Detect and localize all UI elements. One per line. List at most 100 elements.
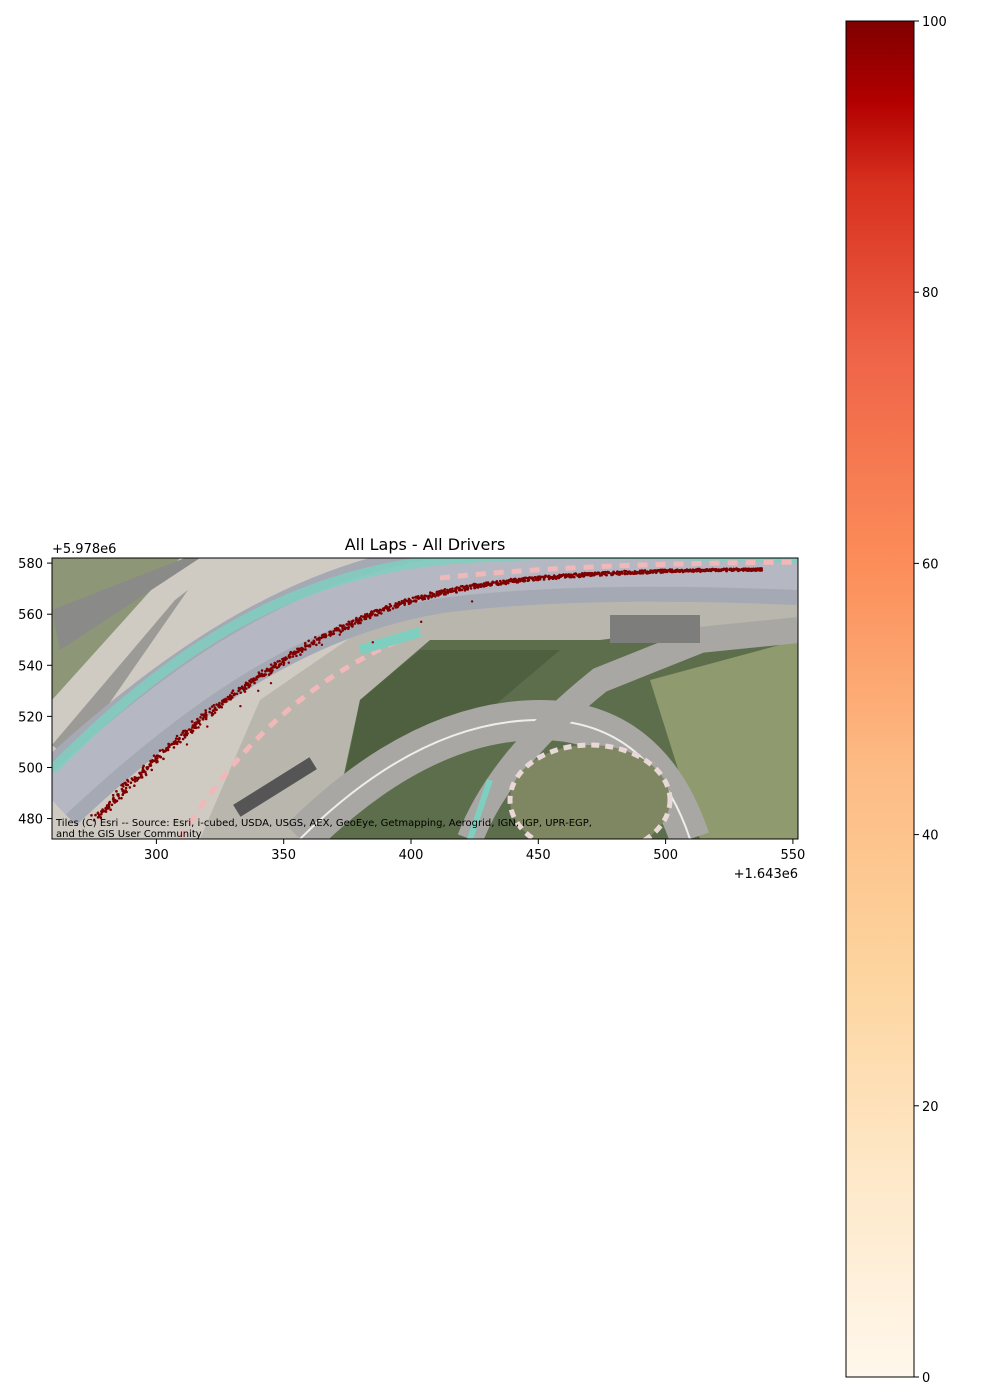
racing-line-point (155, 754, 159, 757)
racing-line-point (307, 639, 310, 643)
racing-line-point (317, 641, 321, 644)
racing-line-point (200, 713, 203, 716)
racing-line-point (600, 573, 603, 576)
racing-line-point (339, 630, 343, 634)
outlier-point (338, 633, 341, 636)
racing-line-point (533, 575, 537, 579)
x-axis: 300 350 400 450 500 550 (144, 839, 805, 863)
racing-line-point (191, 724, 195, 727)
racing-line-point (441, 591, 444, 594)
racing-line-point (123, 791, 127, 794)
racing-line-point (562, 573, 565, 577)
racing-line-point (166, 748, 170, 752)
racing-line-point (503, 580, 506, 583)
racing-line-point (402, 601, 405, 604)
racing-line-point (409, 599, 412, 602)
racing-line-point (189, 728, 193, 731)
racing-line-point (760, 567, 763, 570)
racing-line-point (403, 598, 407, 601)
outlier-point (371, 641, 375, 644)
racing-line-point (175, 734, 179, 738)
racing-line-point (482, 582, 486, 585)
racing-line-point (183, 736, 187, 739)
racing-line-point (174, 737, 178, 740)
colorbar-tick-label: 100 (922, 15, 947, 30)
racing-line-point (353, 622, 357, 625)
racing-line-point (260, 674, 264, 678)
racing-line-point (732, 567, 736, 571)
racing-line-point (105, 807, 108, 811)
racing-line-point (181, 737, 185, 741)
racing-line-point (329, 633, 332, 636)
racing-line-point (235, 692, 239, 696)
racing-line-point (605, 573, 608, 577)
racing-line-point (397, 601, 400, 605)
y-tick-label: 480 (18, 813, 43, 828)
racing-line-point (92, 818, 96, 822)
racing-line-point (269, 663, 273, 666)
racing-line-point (159, 755, 163, 759)
racing-line-point (491, 580, 494, 584)
racing-line-point (115, 790, 118, 793)
racing-line-point (99, 812, 103, 816)
axes-frame (51, 557, 799, 840)
racing-line-point (142, 769, 146, 773)
racing-line-point (258, 674, 262, 678)
racing-line-point (351, 623, 354, 627)
racing-line-point (156, 757, 159, 760)
racing-line-point (450, 590, 454, 593)
racing-line-point (239, 691, 243, 694)
racing-line-point (201, 718, 205, 721)
colorbar-tick-label: 20 (922, 1100, 939, 1115)
racing-line-point (603, 570, 607, 574)
racing-line-point (267, 668, 271, 671)
racing-line-point (304, 648, 307, 651)
racing-line-point (308, 644, 311, 647)
racing-line-point (246, 682, 250, 685)
racing-line-point (212, 703, 216, 707)
racing-line-point (99, 810, 103, 813)
racing-line-point (577, 575, 581, 579)
racing-line-point (648, 571, 652, 575)
racing-line-points (90, 567, 764, 822)
racing-line-point (444, 590, 447, 594)
racing-line-point (417, 597, 420, 600)
racing-line-point (260, 669, 264, 672)
racing-line-point (291, 655, 295, 658)
racing-line-point (273, 665, 276, 669)
racing-line-point (289, 650, 293, 654)
racing-line-point (129, 781, 133, 784)
racing-line-point (689, 568, 692, 571)
racing-line-point (302, 648, 305, 651)
x-tick-label: 350 (271, 848, 296, 863)
racing-line-point (297, 649, 301, 652)
racing-line-point (399, 602, 403, 605)
racing-line-point (285, 657, 288, 660)
racing-line-point (359, 621, 362, 625)
attribution-line1: Tiles (C) Esri -- Source: Esri, i-cubed,… (55, 818, 592, 829)
racing-line-point (365, 612, 369, 616)
racing-line-point (725, 568, 728, 572)
racing-line-point (220, 699, 224, 703)
racing-line-point (167, 742, 170, 746)
racing-line-point (358, 616, 362, 620)
racing-line-point (120, 796, 123, 800)
y-tick-label: 520 (18, 710, 43, 725)
racing-line-point (367, 615, 370, 618)
racing-line-point (469, 587, 473, 590)
racing-line-point (133, 784, 136, 787)
racing-line-point (249, 680, 253, 684)
racing-line-point (274, 662, 278, 666)
racing-line-point (291, 652, 295, 656)
racing-line-point (351, 619, 355, 623)
racing-line-point (577, 573, 581, 576)
racing-line-point (312, 642, 315, 646)
outlier-point (124, 789, 128, 792)
racing-line-point (375, 613, 379, 617)
racing-line-point (178, 737, 181, 741)
colorbar-tick-label: 80 (922, 286, 939, 301)
racing-line-point (624, 569, 628, 573)
outlier-point (206, 725, 209, 728)
racing-line-point (634, 570, 638, 574)
racing-line-point (482, 585, 485, 588)
